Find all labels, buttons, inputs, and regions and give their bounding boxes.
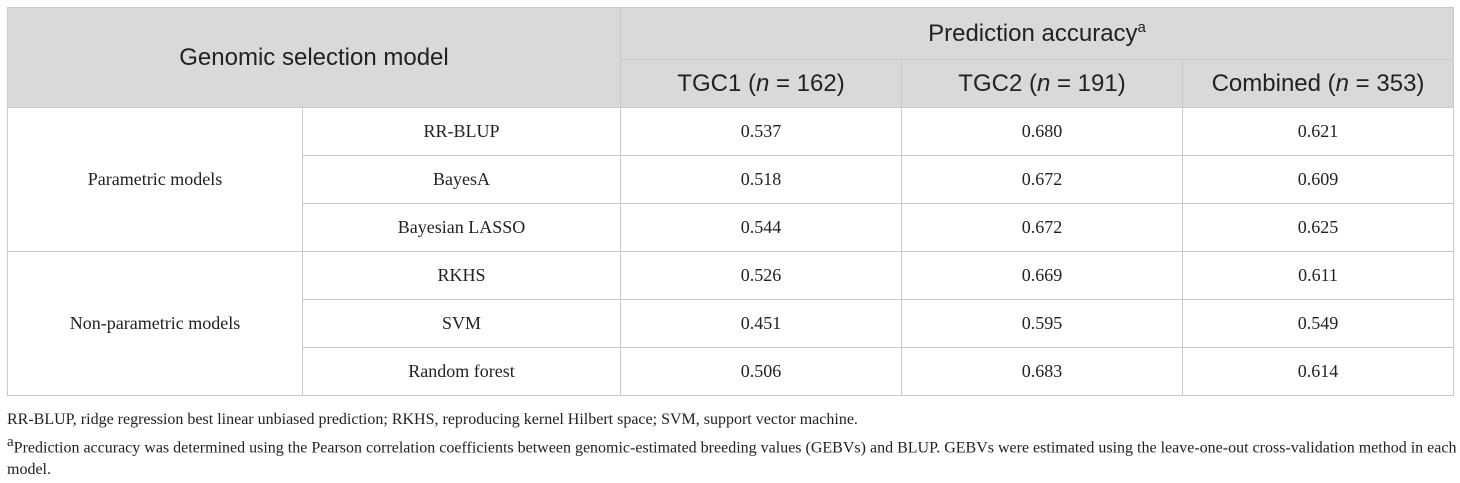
value-combined: 0.614	[1181, 347, 1455, 396]
abbreviations-note: RR-BLUP, ridge regression best linear un…	[7, 411, 858, 428]
value-tgc2: 0.672	[901, 203, 1183, 252]
header-model: Genomic selection model	[7, 7, 621, 108]
value-tgc1: 0.518	[620, 155, 902, 204]
header-tgc2: TGC2 (n = 191)	[901, 59, 1183, 108]
value-combined: 0.621	[1181, 107, 1455, 156]
value-tgc1: 0.544	[620, 203, 902, 252]
value-tgc1: 0.506	[620, 347, 902, 396]
value-combined: 0.609	[1181, 155, 1455, 204]
model-name: RR-BLUP	[302, 107, 621, 156]
model-name: BayesA	[302, 155, 621, 204]
table-row: BayesA 0.518 0.672 0.609	[8, 155, 1455, 204]
table-row: Non-parametric models RKHS 0.526 0.669 0…	[7, 251, 1455, 396]
group-label: Parametric models	[7, 107, 303, 252]
value-combined: 0.625	[1181, 203, 1455, 252]
model-name: Random forest	[302, 347, 621, 396]
header-combined: Combined (n = 353)	[1181, 59, 1455, 108]
results-table: Genomic selection model Prediction accur…	[7, 7, 1455, 396]
value-tgc2: 0.680	[901, 107, 1183, 156]
footnote-a: aPrediction accuracy was determined usin…	[7, 431, 1457, 481]
header-prediction-accuracy-label: Prediction accuracy	[928, 20, 1138, 47]
footnote-a-text: Prediction accuracy was determined using…	[7, 439, 1457, 479]
header-prediction-accuracy: Prediction accuracya	[619, 7, 1455, 60]
value-tgc1: 0.451	[620, 299, 902, 348]
table-row: SVM 0.451 0.595 0.549	[8, 299, 1455, 348]
table-footnotes: RR-BLUP, ridge regression best linear un…	[7, 409, 1457, 481]
value-tgc1: 0.526	[620, 251, 902, 300]
table-row: Random forest 0.506 0.683 0.614	[8, 347, 1455, 396]
header-tgc1: TGC1 (n = 162)	[620, 59, 902, 108]
model-name: RKHS	[302, 251, 621, 300]
value-tgc2: 0.595	[901, 299, 1183, 348]
value-combined: 0.611	[1181, 251, 1455, 300]
value-tgc2: 0.683	[901, 347, 1183, 396]
value-tgc1: 0.537	[620, 107, 902, 156]
footnote-a-marker: a	[7, 434, 14, 450]
value-tgc2: 0.672	[901, 155, 1183, 204]
model-name: SVM	[302, 299, 621, 348]
table-row: Bayesian LASSO 0.544 0.672 0.625	[8, 203, 1455, 252]
footnote-marker: a	[1137, 19, 1146, 36]
table-row: Parametric models RR-BLUP 0.537 0.680 0.…	[7, 107, 1455, 252]
group-label: Non-parametric models	[7, 251, 303, 396]
value-tgc2: 0.669	[901, 251, 1183, 300]
model-name: Bayesian LASSO	[302, 203, 621, 252]
value-combined: 0.549	[1181, 299, 1455, 348]
